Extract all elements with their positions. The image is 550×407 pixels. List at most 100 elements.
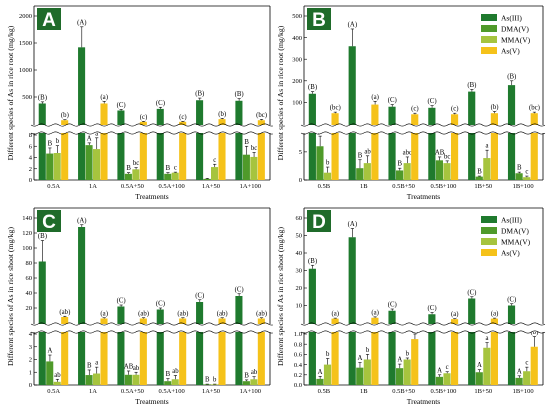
panel-label: A — [42, 10, 56, 31]
x-axis-title: Treatments — [135, 192, 169, 201]
y-tick-label: 40 — [26, 290, 33, 297]
y-tick-label: 500 — [22, 94, 32, 101]
panel-label: D — [312, 212, 326, 233]
y-tick-label: 0 — [29, 382, 32, 389]
significance-letter: c — [174, 165, 177, 172]
y-tick-label: 1 — [29, 369, 32, 376]
bar — [61, 317, 69, 385]
bar — [171, 172, 179, 180]
significance-letter: (ab) — [256, 310, 267, 317]
significance-letter: (a) — [331, 311, 339, 318]
significance-letter: (b) — [218, 111, 226, 118]
x-tick-label: 0.5A — [47, 183, 60, 190]
panel-label-box — [37, 210, 61, 232]
bar — [171, 379, 179, 385]
y-tick-label: 80 — [26, 260, 33, 267]
x-tick-label: 1A+100 — [240, 388, 261, 395]
panel-label: B — [312, 10, 326, 31]
legend-label: As(V) — [501, 47, 520, 56]
y-axis-title: Different species of As in rice root (mg… — [6, 25, 15, 160]
panel-label-box — [307, 8, 331, 30]
bar — [316, 146, 324, 180]
legend-swatch — [481, 227, 497, 234]
axis-break-line — [30, 131, 274, 135]
chart-panel-D: D 10 20 30 40 50 60 0.0 0.2 0.4 0.6 0.8 1.0 (B) Ab (a) 0… — [276, 207, 546, 406]
panel-label-box — [307, 210, 331, 232]
bar — [388, 310, 396, 385]
x-tick-label: 0.5B+50 — [392, 388, 415, 395]
bar — [490, 318, 498, 385]
y-tick-label: 0.6 — [294, 352, 303, 359]
bar — [483, 347, 491, 385]
x-tick-label: 1A+100 — [240, 183, 261, 190]
bar — [468, 298, 476, 385]
legend-swatch — [481, 216, 497, 223]
bar — [331, 318, 339, 385]
y-tick-label: 4 — [29, 331, 33, 338]
legend-swatch — [481, 47, 497, 54]
x-axis-title: Treatments — [407, 397, 441, 406]
significance-letter: b — [406, 350, 410, 357]
significance-letter: (B) — [308, 84, 317, 91]
significance-letter: AB — [124, 363, 134, 370]
y-axis-title: Different species of As in rice shoot (m… — [276, 227, 285, 366]
significance-letter: (C) — [117, 102, 126, 109]
significance-letter: (C) — [507, 296, 516, 303]
significance-letter: (C) — [388, 97, 397, 104]
x-tick-label: 0.5B+100 — [430, 388, 456, 395]
significance-letter: (C) — [467, 289, 476, 296]
significance-letter: A — [358, 355, 363, 362]
bar — [331, 113, 339, 180]
axis-break-line — [300, 322, 546, 326]
significance-letter: c — [213, 157, 216, 164]
significance-letter: bc — [251, 145, 257, 152]
chart-panel-B: B10020030040050005(B)Ab(bc)0.5B(A)Bab(a)… — [276, 5, 546, 201]
significance-letter: a — [95, 360, 98, 367]
bar — [93, 149, 101, 180]
significance-letter: (a) — [371, 309, 379, 316]
significance-letter: A — [437, 367, 442, 374]
bar — [371, 317, 379, 385]
bar — [46, 153, 54, 180]
bar — [403, 359, 411, 385]
legend-label: DMA(V) — [501, 227, 529, 236]
x-tick-label: 1A+50 — [202, 183, 220, 190]
bar — [411, 114, 419, 180]
significance-letter: B — [398, 161, 403, 168]
significance-letter: B — [126, 165, 131, 172]
y-tick-label: 20 — [26, 305, 33, 312]
axis-break-line — [300, 330, 546, 334]
significance-letter: (A) — [77, 217, 86, 224]
significance-letter: B — [517, 165, 522, 172]
significance-letter: bc — [133, 160, 139, 167]
significance-letter: c — [525, 360, 528, 367]
bar — [203, 178, 211, 180]
bar — [443, 373, 451, 385]
significance-letter: (a) — [100, 94, 108, 101]
x-tick-label: 1B — [360, 388, 368, 395]
significance-letter: (c) — [140, 114, 148, 121]
y-tick-label: 4 — [29, 155, 33, 162]
bar — [156, 108, 164, 180]
axis-break-line — [300, 131, 546, 135]
bar — [435, 160, 444, 180]
bar — [475, 176, 483, 180]
bar — [316, 378, 324, 385]
bar — [53, 381, 61, 385]
axis-break-line — [30, 330, 274, 334]
legend-label: MMA(V) — [501, 238, 531, 247]
bar — [218, 318, 226, 385]
significance-letter: b — [56, 138, 60, 145]
y-tick-label: 20 — [296, 285, 303, 292]
bar — [475, 372, 483, 385]
x-tick-label: 1B — [360, 183, 368, 190]
y-tick-label: 2 — [29, 357, 32, 364]
legend-label: As(III) — [501, 216, 522, 225]
axis-break-gap — [301, 125, 546, 133]
significance-letter: B — [244, 372, 249, 379]
legend-label: MMA(V) — [501, 36, 531, 45]
significance-letter: A — [318, 369, 323, 376]
significance-letter: (B) — [235, 91, 244, 98]
y-tick-label: 60 — [26, 275, 33, 282]
significance-letter: A — [517, 368, 522, 375]
